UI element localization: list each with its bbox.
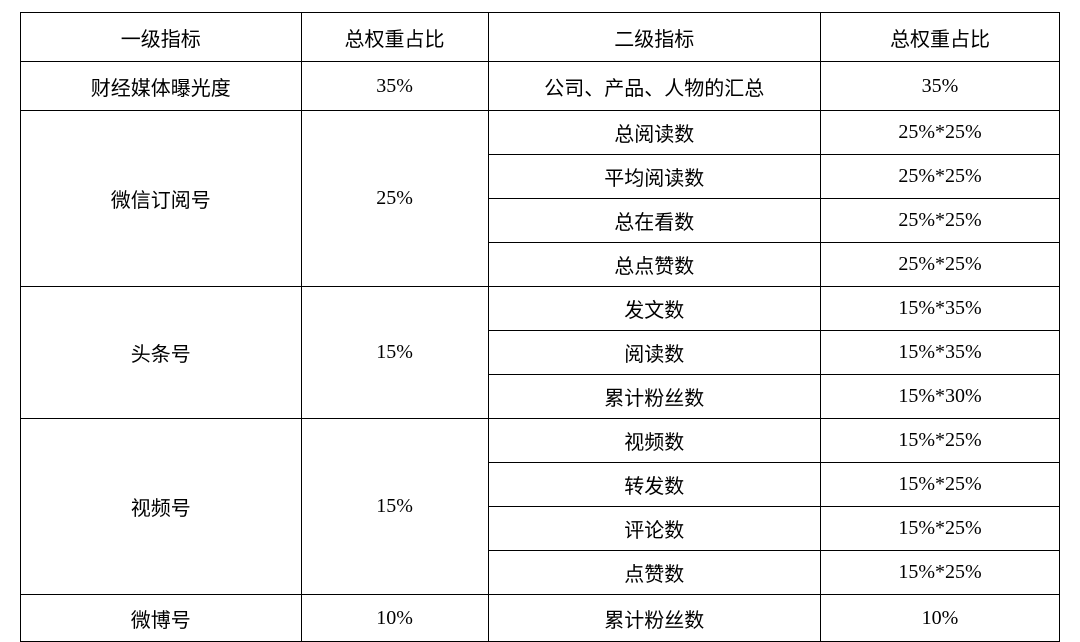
cell-l2: 总在看数 [488,199,820,243]
cell-l1: 头条号 [21,287,302,419]
cell-w2: 15%*35% [821,287,1060,331]
cell-w1: 35% [301,62,488,111]
metrics-table: 一级指标 总权重占比 二级指标 总权重占比 财经媒体曝光度 35% 公司、产品、… [20,12,1060,642]
cell-l2: 平均阅读数 [488,155,820,199]
col-header-l2: 二级指标 [488,13,820,62]
table-row: 头条号 15% 发文数 15%*35% [21,287,1060,331]
cell-w2: 15%*30% [821,375,1060,419]
cell-l1: 微信订阅号 [21,111,302,287]
cell-w2: 15%*25% [821,507,1060,551]
cell-l2: 评论数 [488,507,820,551]
cell-w2: 25%*25% [821,155,1060,199]
table-body: 财经媒体曝光度 35% 公司、产品、人物的汇总 35% 微信订阅号 25% 总阅… [21,62,1060,642]
cell-l2: 公司、产品、人物的汇总 [488,62,820,111]
cell-l2: 累计粉丝数 [488,375,820,419]
table-row: 视频号 15% 视频数 15%*25% [21,419,1060,463]
cell-l1: 微博号 [21,595,302,642]
cell-w2: 15%*25% [821,551,1060,595]
cell-w1: 15% [301,419,488,595]
col-header-w1: 总权重占比 [301,13,488,62]
cell-l1: 视频号 [21,419,302,595]
cell-l2: 视频数 [488,419,820,463]
cell-w2: 10% [821,595,1060,642]
cell-w2: 15%*25% [821,463,1060,507]
cell-w2: 25%*25% [821,243,1060,287]
cell-l2: 总点赞数 [488,243,820,287]
cell-w2: 25%*25% [821,199,1060,243]
cell-w2: 25%*25% [821,111,1060,155]
cell-w1: 25% [301,111,488,287]
cell-l2: 累计粉丝数 [488,595,820,642]
cell-w2: 15%*35% [821,331,1060,375]
cell-w2: 15%*25% [821,419,1060,463]
header-row: 一级指标 总权重占比 二级指标 总权重占比 [21,13,1060,62]
cell-l2: 点赞数 [488,551,820,595]
table-row: 微信订阅号 25% 总阅读数 25%*25% [21,111,1060,155]
cell-w1: 15% [301,287,488,419]
cell-w1: 10% [301,595,488,642]
table-row: 财经媒体曝光度 35% 公司、产品、人物的汇总 35% [21,62,1060,111]
table-row: 微博号 10% 累计粉丝数 10% [21,595,1060,642]
col-header-l1: 一级指标 [21,13,302,62]
cell-l2: 转发数 [488,463,820,507]
col-header-w2: 总权重占比 [821,13,1060,62]
cell-l1: 财经媒体曝光度 [21,62,302,111]
cell-w2: 35% [821,62,1060,111]
cell-l2: 阅读数 [488,331,820,375]
cell-l2: 总阅读数 [488,111,820,155]
table-header: 一级指标 总权重占比 二级指标 总权重占比 [21,13,1060,62]
cell-l2: 发文数 [488,287,820,331]
